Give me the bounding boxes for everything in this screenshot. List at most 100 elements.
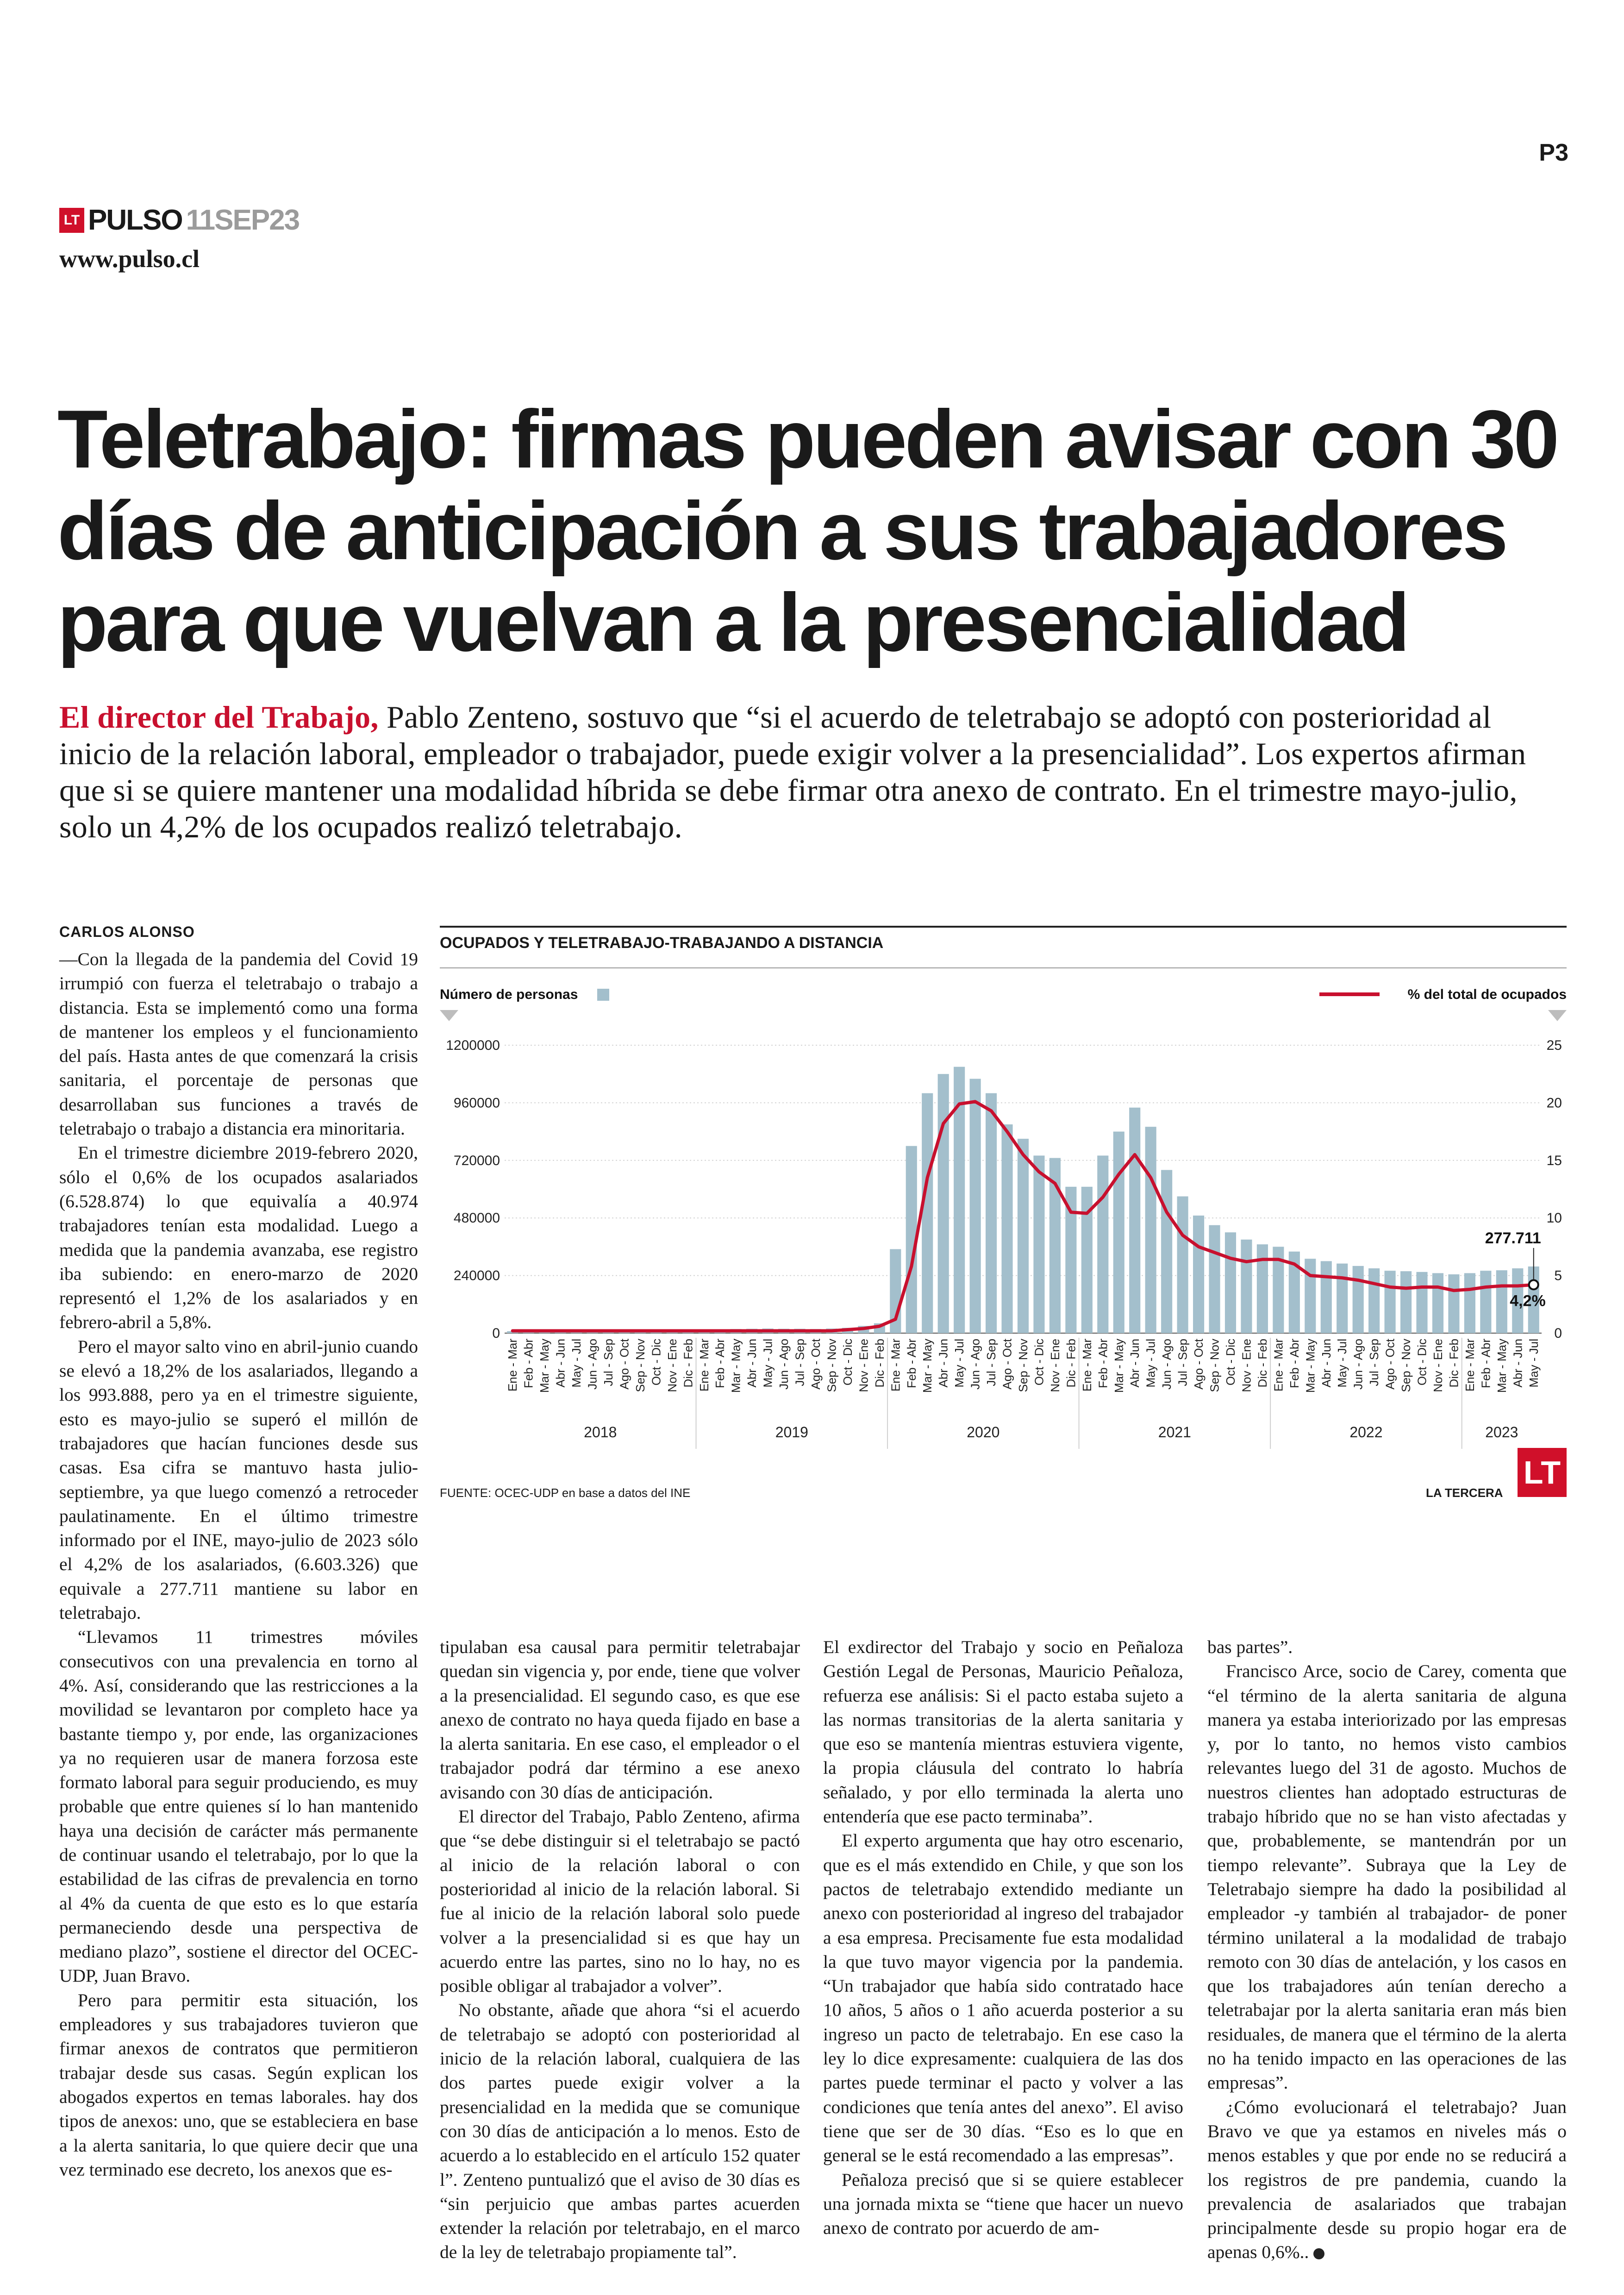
axis-marker-left-icon [440, 1010, 458, 1021]
bar [1193, 1216, 1205, 1333]
x-tick-label: Ene - Mar [888, 1339, 902, 1391]
x-tick-label: Ene - Mar [1271, 1339, 1285, 1391]
x-tick-label: Jul - Sep [1367, 1339, 1381, 1386]
bar [1448, 1274, 1460, 1333]
paragraph: Pero para permitir esta situación, los e… [59, 1989, 418, 2180]
x-tick-label: Ago - Oct [1192, 1338, 1206, 1390]
x-tick-label: Ago - Oct [1383, 1338, 1397, 1390]
lede-lead-in: El director del Trabajo, [59, 699, 379, 735]
site-url[interactable]: www.pulso.cl [59, 245, 200, 273]
y-tick-right: 0 [1554, 1326, 1562, 1341]
x-tick-label: Ene - Mar [1080, 1339, 1094, 1391]
paragraph: ¿Cómo evolucionará el teletrabajo? Juan … [1207, 2095, 1567, 2264]
x-tick-label: Feb - Abr [1096, 1339, 1110, 1388]
bar [969, 1079, 981, 1333]
y-tick-left: 0 [492, 1326, 500, 1341]
legend-left-label: Número de personas [440, 987, 578, 1002]
lt-logo: LT [59, 207, 84, 233]
bar [1209, 1225, 1220, 1333]
paragraph: —Con la llegada de la pandemia del Covid… [59, 949, 418, 1139]
x-tick-label: Jun - Ago [968, 1339, 982, 1390]
x-tick-label: Jun - Ago [1160, 1339, 1174, 1390]
bar [1320, 1261, 1332, 1333]
issue-date: 11SEP23 [186, 204, 300, 236]
x-tick-label: Dic - Feb [1255, 1339, 1269, 1387]
x-tick-label: May - Jul [1527, 1339, 1541, 1387]
chart-title: OCUPADOS Y TELETRABAJO-TRABAJANDO A DIST… [440, 934, 884, 952]
x-tick-label: Mar - May [920, 1339, 934, 1393]
year-label: 2019 [775, 1424, 808, 1441]
y-tick-right: 15 [1547, 1153, 1562, 1168]
x-tick-label: Sep - Nov [1016, 1339, 1030, 1392]
x-tick-label: May - Jul [1144, 1339, 1158, 1387]
year-label: 2021 [1158, 1424, 1191, 1441]
bar [1177, 1196, 1188, 1333]
x-tick-label: Oct - Dic [1032, 1339, 1046, 1385]
x-tick-label: Mar - May [1112, 1339, 1126, 1393]
masthead: LT PULSO 11SEP23 [59, 204, 300, 237]
x-tick-label: May - Jul [952, 1339, 966, 1387]
year-label: 2018 [584, 1424, 617, 1441]
x-tick-label: Mar - May [729, 1339, 743, 1393]
x-tick-label: Dic - Feb [873, 1339, 887, 1387]
body-column-1: —Con la llegada de la pandemia del Covid… [59, 947, 418, 2182]
paragraph: El director del Trabajo, Pablo Zenteno, … [440, 1806, 800, 1996]
bar [1496, 1270, 1507, 1333]
x-tick-label: Jul - Sep [984, 1339, 998, 1386]
bar [922, 1093, 933, 1333]
x-tick-label: Dic - Feb [1064, 1339, 1078, 1387]
bar [1368, 1268, 1380, 1333]
x-tick-label: Abr - Jun [937, 1339, 950, 1388]
x-tick-label: Ago - Oct [1000, 1338, 1014, 1390]
x-tick-label: Ene - Mar [506, 1339, 519, 1391]
axis-marker-right-icon [1548, 1010, 1567, 1021]
year-label: 2023 [1485, 1424, 1518, 1441]
x-tick-label: Mar - May [537, 1339, 551, 1393]
bar [1224, 1232, 1237, 1333]
x-tick-label: Abr - Jun [1128, 1339, 1142, 1388]
bar [1480, 1271, 1492, 1333]
paragraph: Francisco Arce, socio de Carey, comenta … [1207, 1661, 1567, 2093]
bar [1464, 1273, 1475, 1333]
x-tick-label: Sep - Nov [1208, 1339, 1222, 1392]
x-tick-label: Feb - Abr [522, 1339, 536, 1388]
x-tick-label: Jul - Sep [793, 1339, 807, 1386]
chart-credit: LA TERCERA [1426, 1486, 1503, 1500]
x-tick-label: Nov - Ene [1239, 1339, 1253, 1392]
bar [1400, 1271, 1412, 1333]
x-tick-label: Abr - Jun [1319, 1339, 1333, 1388]
bar [1065, 1186, 1077, 1333]
y-tick-right: 25 [1547, 1038, 1562, 1053]
x-tick-label: Nov - Ene [1048, 1339, 1062, 1392]
bar [937, 1074, 949, 1333]
x-tick-label: Abr - Jun [745, 1339, 759, 1388]
bar [1384, 1271, 1396, 1333]
bar [1161, 1170, 1173, 1333]
paragraph: Peñaloza precisó que si se quiere establ… [823, 2169, 1183, 2239]
bar [954, 1066, 965, 1333]
y-tick-left: 240000 [454, 1268, 500, 1284]
x-tick-label: Oct - Dic [1415, 1339, 1429, 1385]
x-tick-label: Feb - Abr [905, 1339, 918, 1388]
bar [1416, 1272, 1428, 1333]
bar [1256, 1244, 1268, 1333]
bar [1241, 1239, 1252, 1333]
x-tick-label: Jul - Sep [601, 1339, 615, 1386]
x-tick-label: Sep - Nov [824, 1339, 838, 1392]
x-tick-label: Nov - Ene [1431, 1339, 1445, 1392]
x-tick-label: Oct - Dic [649, 1339, 663, 1385]
paragraph: tipulaban esa causal para permitir telet… [440, 1637, 800, 1802]
chart-source: FUENTE: OCEC-UDP en base a datos del INE [440, 1486, 691, 1500]
x-tick-label: Mar - May [1303, 1339, 1317, 1393]
bar [1512, 1268, 1524, 1333]
y-tick-right: 10 [1547, 1210, 1562, 1226]
paragraph: “Llevamos 11 trimestres móviles consecut… [59, 1627, 418, 1986]
bar [986, 1093, 997, 1333]
paragraph: En el trimestre diciembre 2019-febrero 2… [59, 1142, 418, 1333]
legend-right-label: % del total de ocupados [1408, 987, 1567, 1002]
x-tick-label: Ago - Oct [809, 1338, 823, 1390]
y-tick-left: 720000 [454, 1153, 500, 1168]
x-tick-label: Oct - Dic [841, 1339, 855, 1385]
byline: CARLOS ALONSO [59, 923, 195, 940]
x-tick-label: May - Jul [761, 1339, 775, 1387]
